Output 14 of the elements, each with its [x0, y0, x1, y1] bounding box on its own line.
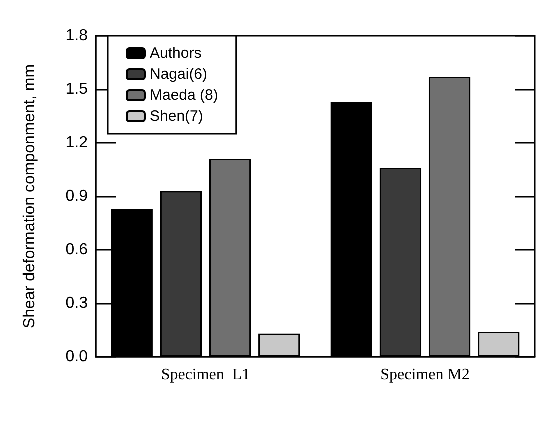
y-tick-label: 0.6 — [66, 242, 88, 258]
legend-label: Maeda (8) — [150, 87, 218, 104]
legend-label: Nagai(6) — [150, 66, 208, 83]
y-axis-title: Shear deformation componment, mm — [22, 64, 38, 329]
x-tick-label: Specimen M2 — [380, 366, 470, 384]
y-tick-label: 1.2 — [66, 134, 88, 152]
y-tick-label: 0.0 — [66, 348, 88, 366]
y-tick-label: 1.8 — [66, 28, 88, 44]
legend-label: Authors — [150, 45, 202, 62]
y-tick-label: 1.5 — [66, 81, 88, 98]
y-tick-label: 0.3 — [66, 295, 88, 312]
y-tick-label: 0.9 — [66, 188, 88, 205]
x-tick-label: Specimen L1 — [161, 366, 250, 384]
legend-label: Shen(7) — [150, 108, 204, 125]
